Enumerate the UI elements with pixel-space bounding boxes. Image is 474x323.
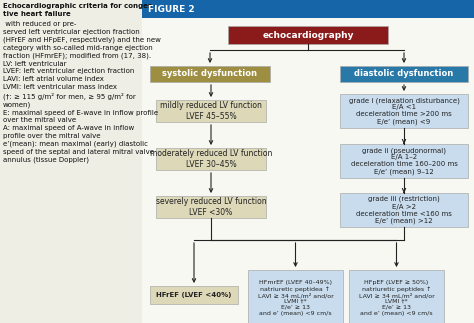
Text: FIGURE 2: FIGURE 2: [148, 5, 195, 14]
Text: moderately reduced LV function
LVEF 30–45%: moderately reduced LV function LVEF 30–4…: [150, 149, 272, 169]
FancyBboxPatch shape: [340, 193, 468, 227]
Text: HFpEF (LVEF ≥ 50%)
natriuretic peptides ↑
LAVI ≥ 34 mL/m² and/or
LVMI †*
E/e’ ≥ : HFpEF (LVEF ≥ 50%) natriuretic peptides …: [359, 280, 434, 316]
FancyBboxPatch shape: [340, 94, 468, 128]
FancyBboxPatch shape: [349, 270, 444, 323]
FancyBboxPatch shape: [142, 0, 474, 18]
FancyBboxPatch shape: [0, 0, 142, 323]
Text: Echocardiographic criteria for conges-
tive heart failure: Echocardiographic criteria for conges- t…: [3, 3, 155, 17]
Text: grade ii (pseudonormal)
E/A 1–2
deceleration time 160–200 ms
E/e’ (mean) 9–12: grade ii (pseudonormal) E/A 1–2 decelera…: [351, 147, 457, 175]
FancyBboxPatch shape: [156, 196, 266, 218]
FancyBboxPatch shape: [228, 26, 388, 44]
Text: diastolic dysfunction: diastolic dysfunction: [355, 69, 454, 78]
FancyBboxPatch shape: [340, 66, 468, 82]
FancyBboxPatch shape: [150, 66, 270, 82]
FancyBboxPatch shape: [248, 270, 343, 323]
FancyBboxPatch shape: [156, 148, 266, 170]
Text: grade iii (restriction)
E/A >2
deceleration time <160 ms
E/e’ (mean) >12: grade iii (restriction) E/A >2 decelerat…: [356, 196, 452, 224]
FancyBboxPatch shape: [150, 286, 238, 304]
FancyBboxPatch shape: [340, 144, 468, 178]
Text: grade i (relaxation disturbance)
E/A <1
deceleration time >200 ms
E/e’ (mean) <9: grade i (relaxation disturbance) E/A <1 …: [348, 97, 459, 125]
Text: severely reduced LV function
LVEF <30%: severely reduced LV function LVEF <30%: [155, 197, 266, 217]
FancyBboxPatch shape: [142, 18, 474, 323]
Text: mildly reduced LV function
LVEF 45–55%: mildly reduced LV function LVEF 45–55%: [160, 101, 262, 121]
Text: with reduced or pre-
served left ventricular ejection fraction
(HFrEF and HFpEF,: with reduced or pre- served left ventric…: [3, 21, 161, 163]
Text: HFrEF (LVEF <40%): HFrEF (LVEF <40%): [156, 292, 232, 298]
Text: echocardiography: echocardiography: [262, 30, 354, 39]
Text: HFmrEF (LVEF 40–49%)
natriuretic peptidea ↑
LAVI ≥ 34 mL/m² and/or
LVMI †*
E/e’ : HFmrEF (LVEF 40–49%) natriuretic peptide…: [258, 280, 333, 316]
Text: systolic dysfunction: systolic dysfunction: [163, 69, 257, 78]
FancyBboxPatch shape: [156, 100, 266, 122]
